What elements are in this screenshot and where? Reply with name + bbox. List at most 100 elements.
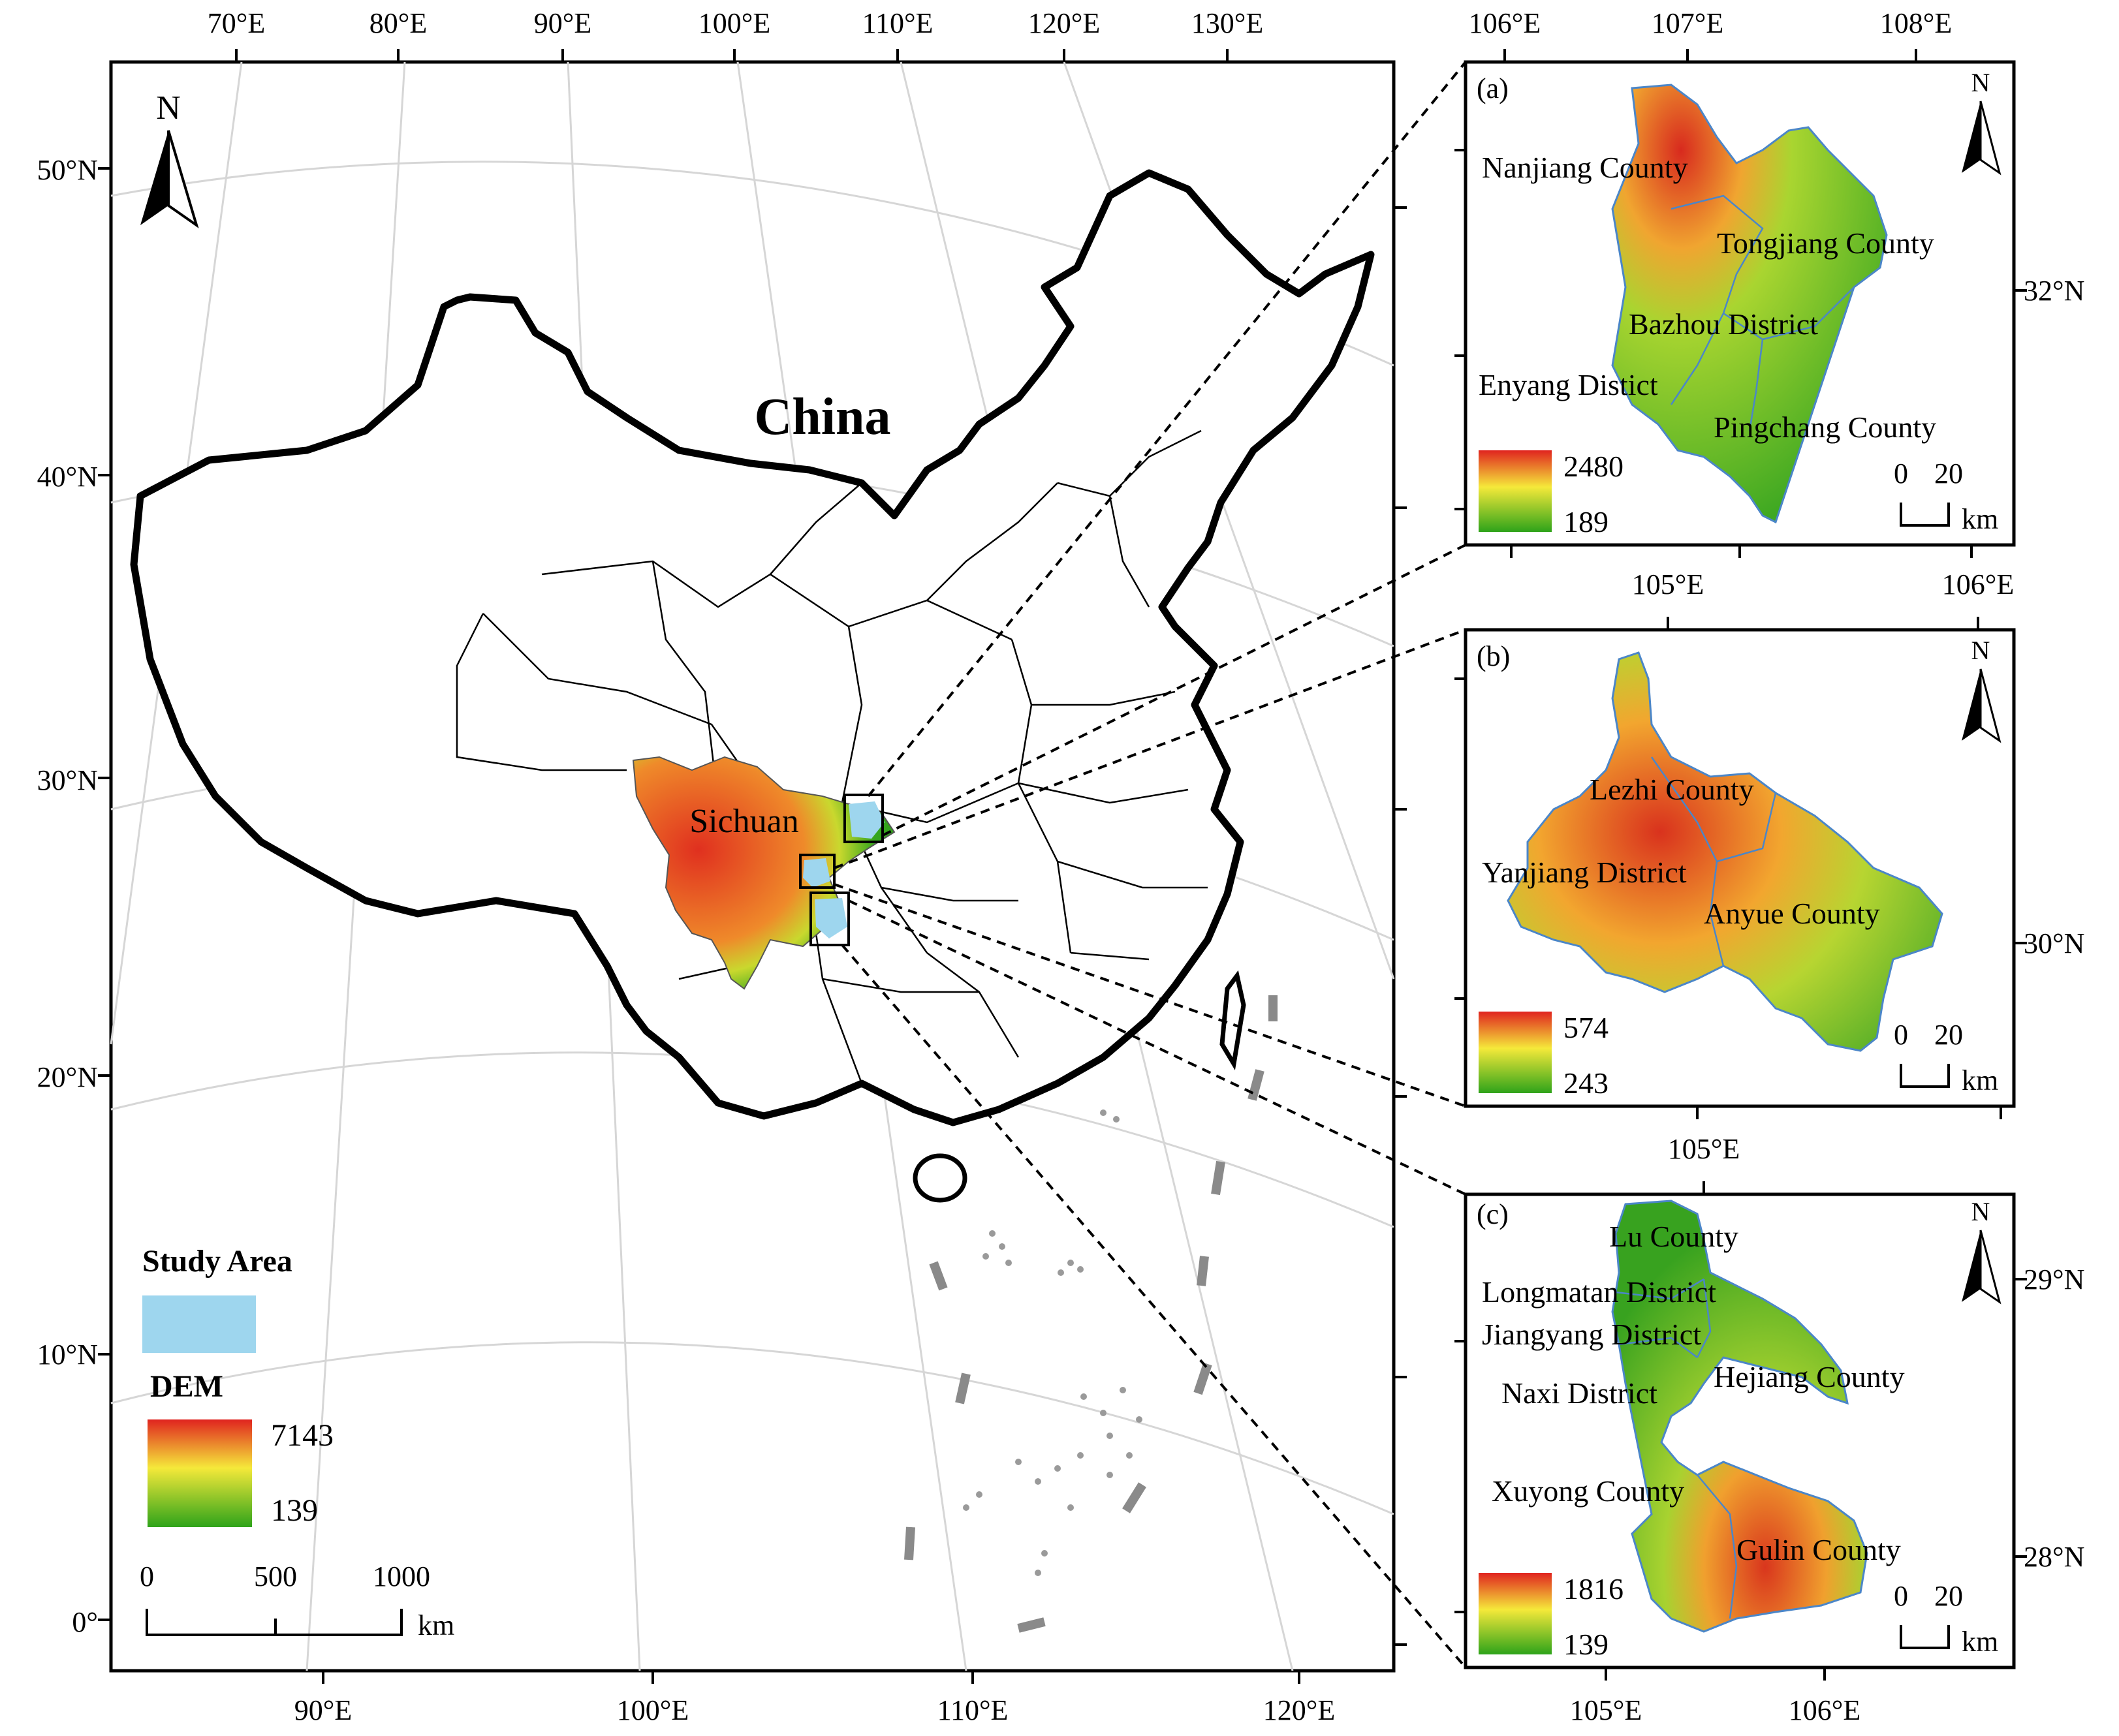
inset-a-dem-min: 189	[1563, 505, 1609, 538]
inset-a-lon-106e: 106°E	[1469, 7, 1541, 39]
inset-b-dem-min: 243	[1563, 1066, 1609, 1100]
bottom-lon-120e: 120°E	[1263, 1694, 1335, 1726]
county-label-longmatan: Longmatan District	[1482, 1275, 1716, 1309]
inset-a-lon-107e: 107°E	[1652, 7, 1723, 39]
inset-a-county-lines	[1670, 194, 1855, 431]
inset-c-scale-20: 20	[1934, 1580, 1963, 1612]
scale-unit: km	[418, 1609, 454, 1641]
north-arrow: N	[140, 89, 199, 228]
inset-c-north-arrow: N	[1962, 1197, 2001, 1305]
county-label-nanjiang: Nanjiang County	[1482, 151, 1688, 184]
scale-tick-1000: 1000	[373, 1560, 430, 1592]
scale-tick-500: 500	[254, 1560, 297, 1592]
study-box-b	[799, 854, 836, 889]
county-label-naxi: Naxi District	[1501, 1376, 1657, 1410]
county-label-lezhi: Lezhi County	[1590, 773, 1754, 806]
bottom-lon-90e: 90°E	[294, 1694, 352, 1726]
inset-a: (a) Nanjiang County Tongjiang County Baz…	[1454, 7, 2084, 558]
county-label-bazhou: Bazhou District	[1629, 307, 1818, 341]
inset-b-scale-unit: km	[1962, 1064, 1998, 1096]
inset-b-ticks	[1454, 617, 2027, 1119]
lat-label-50n: 50°N	[37, 154, 98, 186]
inset-b-lon-106e: 106°E	[1942, 568, 2014, 600]
inset-a-scale-bar: 0 20 km	[1894, 457, 1998, 535]
nine-dash-line	[904, 995, 1278, 1633]
lat-label-0: 0°	[72, 1606, 98, 1638]
inset-c-dem	[1611, 1200, 1868, 1633]
inset-c-ticks	[1454, 1181, 2027, 1681]
province-label: Sichuan	[689, 803, 799, 840]
inset-a-dem	[1611, 84, 1888, 524]
legend-dem-ramp	[148, 1419, 252, 1527]
main-map: China Sichuan N Study Area DEM 7143 139 …	[37, 7, 1407, 1726]
lat-label-10n: 10°N	[37, 1339, 98, 1371]
legend-dem-min: 139	[271, 1493, 318, 1528]
legend-dem-max: 7143	[271, 1418, 334, 1453]
inset-a-dem-ramp	[1479, 450, 1552, 532]
country-label: China	[755, 388, 891, 446]
main-lat-labels: 50°N 40°N 30°N 20°N 10°N 0°	[37, 154, 98, 1638]
county-label-yanjiang: Yanjiang District	[1482, 856, 1687, 889]
inset-a-lat-32n: 32°N	[2024, 275, 2084, 307]
inset-b: 105°E 106°E (b) Lezhi County Yanjiang Di…	[1454, 568, 2084, 1119]
hainan-island	[913, 1153, 967, 1203]
legend-study-area-swatch	[142, 1295, 256, 1353]
inset-b-scale-0: 0	[1894, 1019, 1908, 1051]
legend-study-area-title: Study Area	[142, 1244, 292, 1279]
inset-c-dem-min: 139	[1563, 1628, 1609, 1661]
inset-c-county-lines	[1615, 1278, 1738, 1619]
study-box-c	[809, 891, 850, 946]
county-label-gulin: Gulin County	[1736, 1533, 1901, 1566]
inset-b-scale-bar: 0 20 km	[1894, 1019, 1998, 1096]
inset-b-lon-105e: 105°E	[1632, 568, 1704, 600]
north-label: N	[156, 89, 181, 127]
inset-c-panel-label: (c)	[1477, 1198, 1509, 1230]
top-lon-ticks	[235, 49, 1300, 1684]
inset-c: 105°E (c) Lu County Longmatan District J…	[1454, 1133, 2084, 1726]
county-label-jiangyang: Jiangyang District	[1482, 1318, 1701, 1351]
top-lon-70e: 70°E	[208, 7, 265, 39]
county-label-xuyong: Xuyong County	[1492, 1474, 1684, 1508]
county-label-anyue: Anyue County	[1704, 897, 1880, 930]
inset-b-north-arrow: N	[1962, 636, 2001, 743]
inset-c-dem-ramp	[1479, 1573, 1552, 1654]
lat-ticks	[98, 167, 1407, 1646]
inset-c-dem-max: 1816	[1563, 1572, 1624, 1605]
inset-a-dem-max: 2480	[1563, 450, 1624, 483]
inset-a-north-arrow: N	[1962, 68, 2001, 176]
county-label-enyang: Enyang Distict	[1479, 368, 1658, 401]
inset-b-county-labels: Lezhi County Yanjiang District Anyue Cou…	[1482, 773, 1880, 930]
bottom-lon-100e: 100°E	[617, 1694, 689, 1726]
inset-a-county-labels: Nanjiang County Tongjiang County Bazhou …	[1479, 151, 1936, 444]
inset-a-north-label: N	[1971, 68, 1990, 97]
study-area-markers	[799, 794, 885, 946]
inset-a-scale-20: 20	[1934, 457, 1963, 489]
scale-tick-0: 0	[140, 1560, 154, 1592]
inset-c-lat-29n: 29°N	[2024, 1263, 2084, 1295]
inset-b-scale-20: 20	[1934, 1019, 1963, 1051]
inset-b-county-lines	[1650, 756, 1777, 967]
lat-label-30n: 30°N	[37, 764, 98, 796]
inset-a-ticks	[1454, 49, 2027, 558]
main-top-lon-labels: 70°E 80°E 90°E 100°E 110°E 120°E 130°E	[208, 7, 1263, 39]
main-bottom-lon-labels: 90°E 100°E 110°E 120°E	[294, 1694, 1335, 1726]
top-lon-90e: 90°E	[534, 7, 591, 39]
inset-c-bottom-lon-106e: 106°E	[1789, 1694, 1860, 1726]
main-legend: Study Area DEM 7143 139	[142, 1244, 334, 1528]
county-label-pingchang: Pingchang County	[1714, 411, 1936, 444]
inset-c-bottom-lon-105e: 105°E	[1570, 1694, 1642, 1726]
inset-b-dem-max: 574	[1563, 1011, 1609, 1044]
county-label-hejiang: Hejiang County	[1714, 1360, 1905, 1393]
taiwan-island	[1219, 970, 1246, 1070]
inset-c-county-labels: Lu County Longmatan District Jiangyang D…	[1482, 1220, 1905, 1566]
legend-dem-title: DEM	[150, 1369, 223, 1404]
study-box-a	[843, 794, 884, 843]
inset-b-panel-label: (b)	[1477, 640, 1510, 672]
inset-c-north-label: N	[1971, 1197, 1990, 1226]
inset-b-north-label: N	[1971, 636, 1990, 665]
inset-a-scale-unit: km	[1962, 503, 1998, 535]
inset-a-panel-label: (a)	[1477, 72, 1509, 104]
main-scale-bar: 0 500 1000 km	[140, 1560, 454, 1641]
inset-c-lat-28n: 28°N	[2024, 1541, 2084, 1573]
